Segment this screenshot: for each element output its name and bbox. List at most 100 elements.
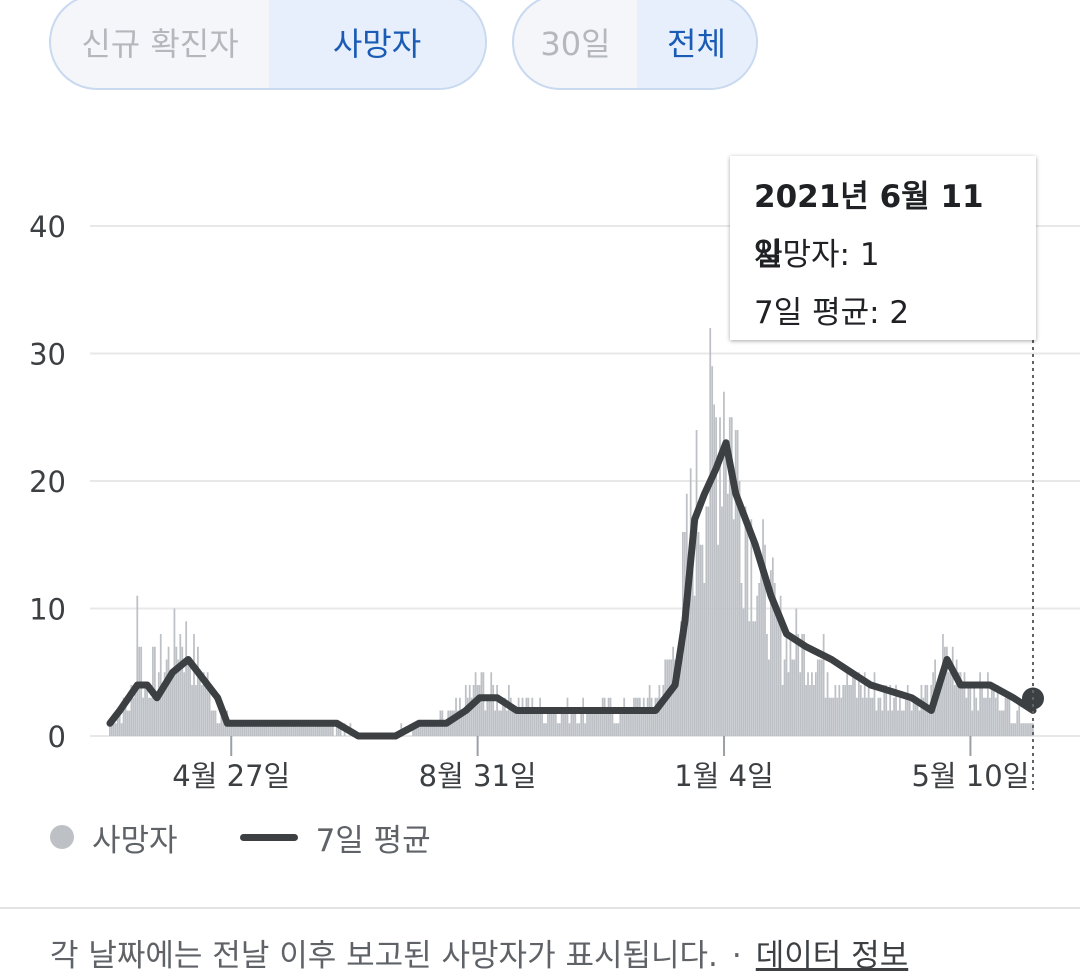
bar-daily-deaths xyxy=(949,672,952,736)
bar-daily-deaths xyxy=(695,430,698,736)
bar-daily-deaths xyxy=(578,723,581,736)
y-tick-label: 20 xyxy=(29,465,66,499)
bar-daily-deaths xyxy=(615,723,618,736)
bar-daily-deaths xyxy=(238,723,240,736)
bar-daily-deaths xyxy=(312,723,315,736)
bar-daily-deaths xyxy=(656,697,659,736)
bar-daily-deaths xyxy=(857,672,860,736)
bar-daily-deaths xyxy=(533,710,536,736)
bar-daily-deaths xyxy=(920,685,923,736)
line-layer xyxy=(106,439,1044,740)
bar-daily-deaths xyxy=(165,659,168,736)
bar-daily-deaths xyxy=(118,710,121,736)
bar-daily-deaths xyxy=(461,710,463,736)
toggle-new-cases[interactable]: 신규 확진자 xyxy=(81,25,239,63)
bar-daily-deaths xyxy=(513,710,516,736)
bar-daily-deaths xyxy=(701,544,704,736)
bar-daily-deaths xyxy=(521,697,524,736)
bar-daily-deaths xyxy=(1024,723,1026,736)
legend-bar-label: 사망자 xyxy=(92,822,178,859)
bar-daily-deaths xyxy=(1014,723,1017,736)
bar-daily-deaths xyxy=(181,646,184,736)
bar-daily-deaths xyxy=(134,685,137,736)
y-tick-label: 40 xyxy=(29,210,66,244)
bar-daily-deaths xyxy=(255,723,258,736)
bar-daily-deaths xyxy=(689,468,692,736)
bar-daily-deaths xyxy=(261,723,264,736)
toggle-30-days[interactable]: 30일 xyxy=(540,25,611,63)
bar-daily-deaths xyxy=(979,672,981,736)
bar-daily-deaths xyxy=(783,659,786,736)
bar-daily-deaths xyxy=(328,723,330,736)
bar-daily-deaths xyxy=(687,557,690,736)
bar-daily-deaths xyxy=(179,634,182,736)
chart-legend: 사망자 7일 평균 xyxy=(50,812,431,862)
tooltip-average: 7일 평균: 2 xyxy=(754,295,910,331)
bar-daily-deaths xyxy=(142,697,145,736)
toggle-deaths[interactable]: 사망자 xyxy=(269,0,485,88)
bar-daily-deaths xyxy=(136,595,139,736)
bar-daily-deaths xyxy=(928,710,931,736)
bar-daily-deaths xyxy=(961,685,964,736)
bar-daily-deaths xyxy=(220,710,223,736)
bar-daily-deaths xyxy=(1010,723,1013,736)
bar-daily-deaths xyxy=(599,710,602,736)
bar-daily-deaths xyxy=(728,417,731,736)
bar-daily-deaths xyxy=(945,646,948,736)
bar-daily-deaths xyxy=(505,710,508,736)
bar-daily-deaths xyxy=(613,723,616,736)
bar-daily-deaths xyxy=(605,710,608,736)
bar-daily-deaths xyxy=(529,710,532,736)
bar-daily-deaths xyxy=(1022,723,1025,736)
bar-daily-deaths xyxy=(678,659,680,736)
x-tick-label: 1월 4일 xyxy=(674,759,773,793)
bar-daily-deaths xyxy=(816,659,819,736)
deaths-chart[interactable]: 0 10 20 30 40 4월 27일 8월 31일 1월 4일 5월 10일 xyxy=(0,0,1080,800)
bar-daily-deaths xyxy=(128,710,131,736)
bar-daily-deaths xyxy=(148,697,150,736)
bar-daily-deaths xyxy=(429,723,432,736)
bar-daily-deaths xyxy=(756,595,759,736)
bar-daily-deaths xyxy=(854,672,856,736)
bar-daily-deaths xyxy=(1016,710,1019,736)
bar-daily-deaths xyxy=(775,608,778,736)
bar-daily-deaths xyxy=(621,710,624,736)
bar-daily-deaths xyxy=(914,697,917,736)
bar-daily-deaths xyxy=(820,659,823,736)
bar-daily-deaths xyxy=(492,685,495,736)
bar-daily-deaths xyxy=(975,697,978,736)
bar-daily-deaths xyxy=(590,710,592,736)
toggle-all-time[interactable]: 전체 xyxy=(637,0,756,88)
bar-daily-deaths xyxy=(130,685,133,736)
bar-daily-deaths xyxy=(457,710,459,736)
bar-daily-deaths xyxy=(940,672,942,736)
bar-daily-deaths xyxy=(758,583,761,736)
bar-daily-deaths xyxy=(1018,697,1021,736)
bar-daily-deaths xyxy=(586,710,588,736)
bar-daily-deaths xyxy=(200,685,203,736)
bar-daily-deaths xyxy=(840,697,843,736)
bar-daily-deaths xyxy=(736,430,739,736)
bar-daily-deaths xyxy=(300,723,303,736)
bar-daily-deaths xyxy=(652,710,655,736)
bar-daily-deaths xyxy=(777,621,780,736)
bar-daily-deaths xyxy=(564,710,567,736)
bar-daily-deaths xyxy=(241,723,244,736)
bar-daily-deaths xyxy=(541,710,543,736)
range-toggle: 30일 전체 xyxy=(512,0,758,90)
bar-daily-deaths xyxy=(754,621,757,736)
data-info-link[interactable]: 데이터 정보 xyxy=(755,938,909,974)
bar-daily-deaths xyxy=(423,723,426,736)
bar-daily-deaths xyxy=(654,697,657,736)
bar-daily-deaths xyxy=(275,723,277,736)
bar-daily-deaths xyxy=(807,672,809,736)
bar-daily-deaths xyxy=(523,710,526,736)
bar-daily-deaths xyxy=(234,723,236,736)
bar-daily-deaths xyxy=(486,697,489,736)
legend-bar-swatch xyxy=(50,825,74,849)
bar-daily-deaths xyxy=(595,710,598,736)
chart-tooltip: 2021년 6월 11일 사망자: 1 7일 평균: 2 xyxy=(730,156,1036,340)
bar-daily-deaths xyxy=(191,685,193,736)
bar-daily-deaths xyxy=(873,672,876,736)
bar-daily-deaths xyxy=(863,672,866,736)
